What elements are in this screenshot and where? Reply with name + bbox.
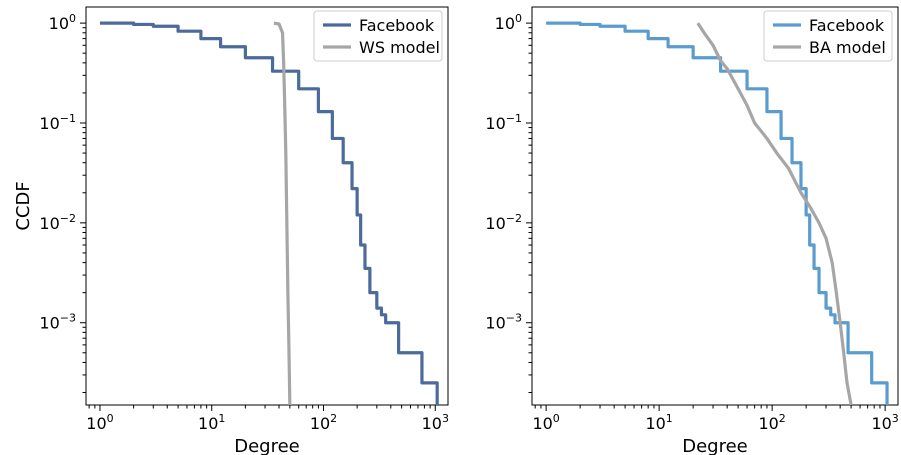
legend-label: Facebook [809, 16, 885, 35]
panel-left: 100 101 102 103 100 10−1 10−2 10−3 Degree CCDF… [13, 6, 449, 455]
series-line-facebook [546, 21, 889, 405]
series-line-ws-model [273, 21, 292, 405]
legend-label: Facebook [359, 16, 435, 35]
x-ticks: 100 101 102 103 [86, 405, 449, 433]
series-layer [546, 21, 889, 405]
x-axis-label: Degree [682, 436, 748, 455]
y-tick-label: 10−2 [485, 212, 522, 233]
legend: Facebook BA model [763, 10, 893, 62]
legend-label: BA model [809, 38, 886, 57]
x-tick-label: 100 [86, 412, 113, 433]
y-tick-label: 10−3 [485, 312, 522, 333]
x-tick-label: 102 [758, 412, 785, 433]
y-ticks: 100 10−1 10−2 10−3 [485, 12, 532, 394]
legend-label: WS model [359, 38, 440, 57]
x-tick-label: 103 [871, 412, 898, 433]
y-tick-label: 10−3 [39, 312, 76, 333]
y-tick-label: 10−1 [39, 112, 76, 133]
x-tick-label: 101 [198, 412, 225, 433]
x-axis-label: Degree [234, 436, 300, 455]
y-tick-label: 10−1 [485, 112, 522, 133]
legend: Facebook WS model [313, 10, 443, 62]
y-tick-label: 10−2 [39, 212, 76, 233]
x-ticks: 100 101 102 103 [532, 405, 899, 433]
y-ticks: 100 10−1 10−2 10−3 [39, 12, 86, 394]
x-tick-label: 102 [310, 412, 337, 433]
y-axis-label: CCDF [13, 181, 34, 230]
x-tick-label: 100 [532, 412, 559, 433]
plot-frame [85, 6, 449, 406]
y-tick-label: 100 [49, 12, 76, 33]
y-tick-label: 100 [495, 12, 522, 33]
series-line-facebook [99, 21, 439, 405]
panel-right: 100 101 102 103 100 10−1 10−2 10−3 Degree Face… [485, 6, 899, 455]
x-tick-label: 101 [645, 412, 672, 433]
plot-frame [531, 6, 899, 406]
series-layer [99, 21, 439, 405]
series-line-ba-model [696, 22, 853, 405]
x-tick-label: 103 [422, 412, 449, 433]
